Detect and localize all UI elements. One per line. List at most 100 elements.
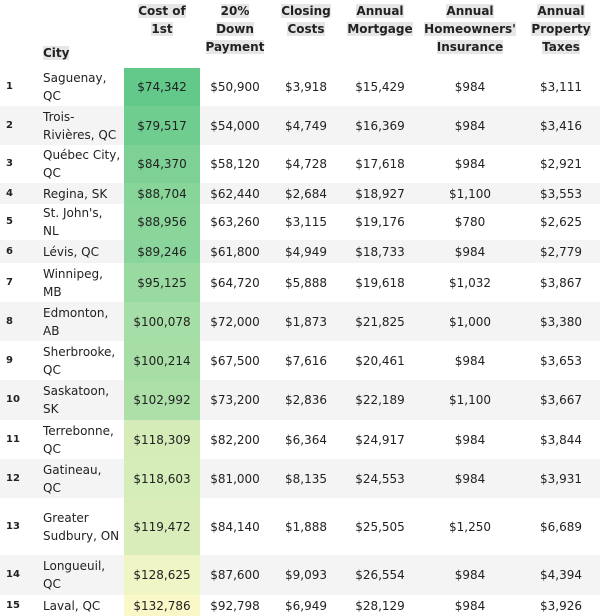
value-cell: $780 xyxy=(454,215,486,229)
city-cell: Québec City, QC xyxy=(43,148,121,180)
header-text: Annual Homeowners' Insurance xyxy=(424,4,516,54)
table-row: 5 St. John's, NL $88,956 $63,260 $3,115 $19,1… xyxy=(0,204,600,240)
table-row: 8 Edmonton, AB $100,078 $72,000 $1,873 $21,82… xyxy=(0,302,600,341)
rank-cell: 8 xyxy=(0,302,40,341)
rank-cell: 13 xyxy=(6,520,20,532)
value-cell: $15,429 xyxy=(355,80,405,94)
value-cell: $22,189 xyxy=(342,380,418,420)
city-cell: Edmonton, AB xyxy=(40,302,124,341)
value-cell: $1,888 xyxy=(285,519,327,534)
rank-cell: 3 xyxy=(6,158,13,169)
table-row: 7 Winnipeg, MB $95,125 $64,720 $5,888 $19,618… xyxy=(0,263,600,302)
value-cell: $118,603 xyxy=(124,459,200,498)
table-row: 6 Lévis, QC $89,246 $61,800 $4,949 $18,733 $98… xyxy=(0,240,600,263)
value-cell: $8,135 xyxy=(270,459,342,498)
city-cell: Saskatoon, SK xyxy=(40,380,124,420)
value-cell: $73,200 xyxy=(200,380,270,420)
value-cell: $3,111 xyxy=(540,80,582,94)
value-cell: $984 xyxy=(454,157,486,171)
value-cell: $17,618 xyxy=(355,157,405,171)
value-cell: $3,115 xyxy=(285,215,327,229)
value-cell: $3,380 xyxy=(522,302,600,341)
value-cell: $67,500 xyxy=(210,353,260,368)
header-text: Closing Costs xyxy=(281,4,331,36)
value-cell: $1,250 xyxy=(449,519,491,534)
value-cell: $82,200 xyxy=(210,432,260,447)
city-cell: Longueuil, QC xyxy=(40,555,124,595)
rank-cell: 7 xyxy=(6,276,13,288)
value-cell: $2,921 xyxy=(540,157,582,171)
value-cell: $2,779 xyxy=(522,240,600,263)
value-cell: $24,917 xyxy=(355,432,405,447)
value-cell: $984 xyxy=(454,80,486,94)
value-cell: $81,000 xyxy=(200,459,270,498)
value-cell: $984 xyxy=(418,106,522,145)
value-cell: $984 xyxy=(418,240,522,263)
value-cell: $63,260 xyxy=(210,215,260,229)
value-cell: $4,749 xyxy=(270,106,342,145)
value-cell: $2,836 xyxy=(270,380,342,420)
value-cell: $87,600 xyxy=(200,555,270,595)
table-row: 12 Gatineau, QC $118,603 $81,000 $8,135 $24,5… xyxy=(0,459,600,498)
value-cell: $4,394 xyxy=(522,555,600,595)
value-cell: $119,472 xyxy=(124,498,200,555)
header-text: Annual Mortgage xyxy=(347,4,413,36)
value-cell: $2,684 xyxy=(270,183,342,204)
value-cell: $61,800 xyxy=(200,240,270,263)
header-row: City Cost of 1st 20% Down Payment Closing C… xyxy=(0,0,600,68)
value-cell: $88,956 xyxy=(124,204,200,240)
rank-cell: 5 xyxy=(6,216,13,227)
value-cell: $5,888 xyxy=(285,275,327,290)
value-cell: $64,720 xyxy=(210,275,260,290)
rank-cell: 12 xyxy=(0,459,40,498)
value-cell: $100,214 xyxy=(124,341,200,380)
table-row: 9 Sherbrooke, QC $100,214 $67,500 $7,616 $20,… xyxy=(0,341,600,380)
table-row: 4 Regina, SK $88,704 $62,440 $2,684 $18,927 $1… xyxy=(0,183,600,204)
city-cell: St. John's, NL xyxy=(43,206,103,238)
value-cell: $984 xyxy=(418,459,522,498)
header-cell: Annual Mortgage xyxy=(342,0,418,68)
value-cell: $88,704 xyxy=(124,183,200,204)
table-row: 14 Longueuil, QC $128,625 $87,600 $9,093 $26,… xyxy=(0,555,600,595)
city-cell: Greater Sudbury, ON xyxy=(43,510,120,543)
value-cell: $16,369 xyxy=(342,106,418,145)
header-text: Annual Property Taxes xyxy=(531,4,591,54)
value-cell: $1,000 xyxy=(418,302,522,341)
header-cell: 20% Down Payment xyxy=(200,0,270,68)
value-cell: $21,825 xyxy=(342,302,418,341)
city-cell: Regina, SK xyxy=(40,183,124,204)
value-cell: $3,918 xyxy=(285,80,327,94)
value-cell: $79,517 xyxy=(124,106,200,145)
header-text: City xyxy=(43,46,70,60)
value-cell: $1,873 xyxy=(270,302,342,341)
rank-cell: 14 xyxy=(0,555,40,595)
value-cell: $128,625 xyxy=(124,555,200,595)
value-cell: $4,949 xyxy=(270,240,342,263)
value-cell: $984 xyxy=(418,555,522,595)
rank-cell: 15 xyxy=(6,599,20,611)
value-cell: $74,342 xyxy=(124,68,200,106)
table-row: 11 Terrebonne, QC $118,309 $82,200 $6,364 $24… xyxy=(0,420,600,459)
table-row: 10 Saskatoon, SK $102,992 $73,200 $2,836 $22,… xyxy=(0,380,600,420)
value-cell: $100,078 xyxy=(124,302,200,341)
rank-cell: 6 xyxy=(0,240,40,263)
value-cell: $3,553 xyxy=(522,183,600,204)
table-body: 1 Saguenay, QC $74,342 $50,900 $3,918 $15,429… xyxy=(0,68,600,616)
value-cell: $95,125 xyxy=(124,263,200,302)
header-text: 20% Down Payment xyxy=(205,4,265,54)
rank-cell: 10 xyxy=(0,380,40,420)
table-row: 2 Trois-Rivières, QC $79,517 $54,000 $4,749 $… xyxy=(0,106,600,145)
value-cell: $72,000 xyxy=(200,302,270,341)
rank-cell: 9 xyxy=(6,354,13,366)
value-cell: $62,440 xyxy=(200,183,270,204)
city-cell: Gatineau, QC xyxy=(40,459,124,498)
city-cell: Winnipeg, MB xyxy=(43,266,103,299)
value-cell: $118,309 xyxy=(124,420,200,459)
value-cell: $50,900 xyxy=(210,80,260,94)
header-cell: Annual Homeowners' Insurance xyxy=(418,0,522,68)
value-cell: $3,867 xyxy=(540,275,582,290)
value-cell: $25,505 xyxy=(355,519,405,534)
value-cell: $6,689 xyxy=(540,519,582,534)
